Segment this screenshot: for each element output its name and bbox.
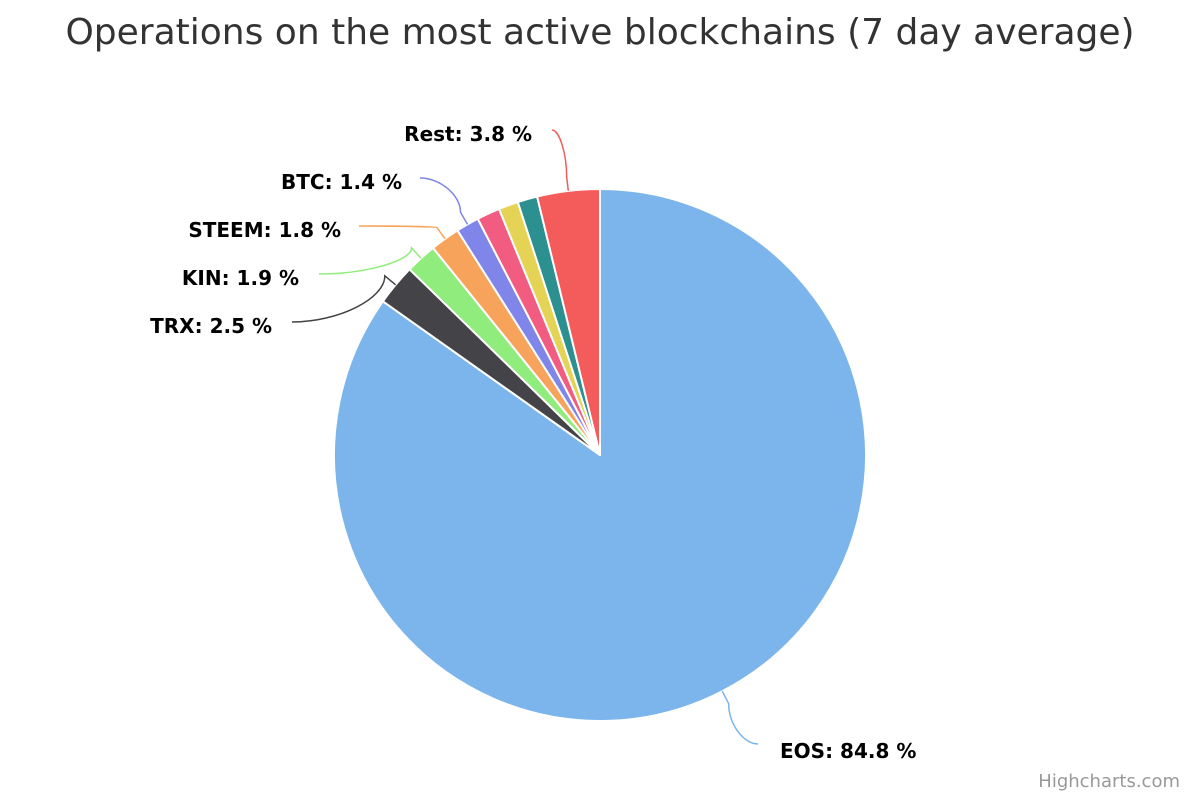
data-label-trx: TRX: 2.5 %	[150, 314, 272, 338]
data-label-rest: Rest: 3.8 %	[404, 122, 532, 146]
connector-line-rest	[551, 129, 570, 191]
data-label-kin: KIN: 1.9 %	[182, 266, 299, 290]
connector-line-btc	[419, 177, 469, 225]
pie-slice-rest[interactable]	[536, 188, 601, 456]
data-label-btc: BTC: 1.4 %	[281, 170, 402, 194]
connector-line-trx	[291, 274, 397, 323]
connector-line-kin	[318, 245, 422, 275]
connector-line-eos	[721, 690, 759, 745]
data-label-eos: EOS: 84.8 %	[780, 739, 916, 763]
chart-title: Operations on the most active blockchain…	[65, 12, 1135, 53]
connector-line-steem	[358, 225, 446, 240]
data-label-steem: STEEM: 1.8 %	[188, 218, 341, 242]
credits-link[interactable]: Highcharts.com	[1038, 771, 1180, 792]
